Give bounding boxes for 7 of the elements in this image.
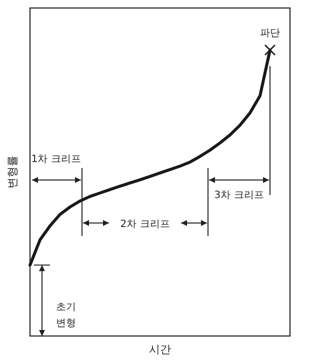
annotation: 2차 크리프 [120,219,170,230]
annotation: 초기 변형 [56,302,76,329]
text: 파단 [260,28,280,39]
annotation: 3차 크리프 [214,190,264,201]
x-axis-title: 시간 [149,343,171,356]
annotation: 1차 크리프 [31,154,81,165]
y-axis-title: 변형률 [6,156,19,188]
